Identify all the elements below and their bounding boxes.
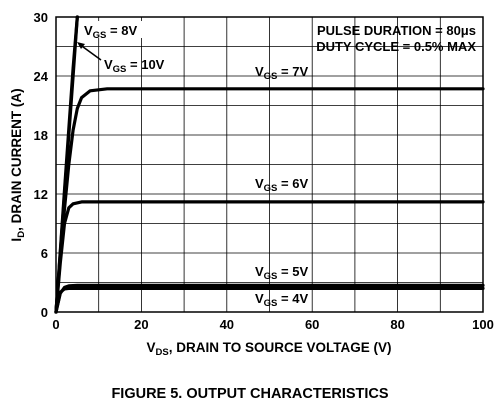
y-tick-label: 12	[34, 187, 48, 202]
pulse-duration-note: PULSE DURATION = 80μs	[317, 23, 476, 38]
series-label-vgs-4v: VGS = 4V	[255, 291, 308, 309]
duty-cycle-note: DUTY CYCLE = 0.5% MAX	[316, 39, 476, 54]
series-label-vgs-5v: VGS = 5V	[255, 264, 308, 282]
y-tick-label: 24	[34, 69, 49, 84]
y-tick-label: 30	[34, 10, 48, 25]
x-tick-label: 60	[305, 317, 319, 332]
series-label-vgs-8v: VGS = 8V	[84, 23, 137, 41]
label-bg-8v	[82, 21, 152, 38]
x-tick-label: 80	[390, 317, 404, 332]
y-tick-label: 6	[41, 246, 48, 261]
x-tick-label: 0	[52, 317, 59, 332]
x-tick-label: 100	[472, 317, 494, 332]
y-tick-label: 0	[41, 305, 48, 320]
x-tick-label: 20	[134, 317, 148, 332]
series-label-vgs-7v: VGS = 7V	[255, 64, 308, 82]
x-tick-label: 40	[220, 317, 234, 332]
chart-grid	[56, 17, 483, 312]
y-tick-labels: 0 6 12 18 24 30	[34, 10, 49, 320]
y-axis-title: ID, DRAIN CURRENT (A)	[9, 88, 27, 241]
x-axis-title: VDS, DRAIN TO SOURCE VOLTAGE (V)	[147, 340, 392, 358]
series-line-5v	[54, 283, 485, 314]
plot-frame	[55, 16, 484, 313]
y-tick-label: 18	[34, 128, 48, 143]
figure-caption: FIGURE 5. OUTPUT CHARACTERISTICS	[111, 386, 388, 402]
series-label-vgs-10v: VGS = 10V	[104, 57, 165, 75]
chart-series	[54, 15, 485, 314]
series-label-vgs-6v: VGS = 6V	[255, 176, 308, 194]
leader-arrow-10v	[77, 42, 85, 49]
series-line-10v	[54, 15, 79, 314]
x-tick-labels: 0 20 40 60 80 100	[52, 317, 493, 332]
